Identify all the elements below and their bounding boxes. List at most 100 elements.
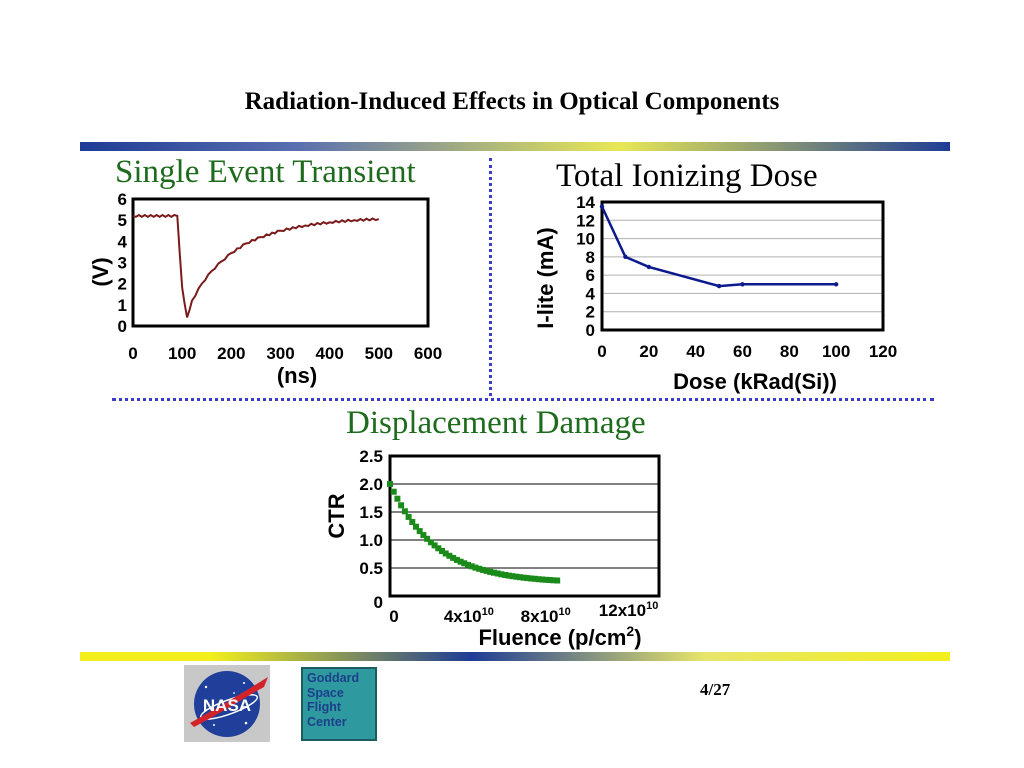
page-number: 4/27 <box>700 680 731 699</box>
dd-data-point <box>390 488 397 495</box>
dd-data-point <box>435 545 442 552</box>
dd-x-axis-label-tail: ) <box>634 625 641 650</box>
tid-data-point <box>716 283 722 289</box>
dd-plot-background <box>390 456 659 596</box>
dd-data-point <box>487 568 494 575</box>
dd-data-point <box>472 564 479 571</box>
set-y-tick-label: 1 <box>118 296 127 315</box>
tid-x-tick-label: 100 <box>822 342 850 361</box>
dd-data-point <box>498 571 505 578</box>
top-divider-bar <box>80 142 950 151</box>
dd-y-tick-label: 1.0 <box>359 531 383 550</box>
tid-x-tick-label: 60 <box>733 342 752 361</box>
dd-data-point <box>416 528 423 535</box>
dd-x-tick-base: 12x10 <box>599 601 646 620</box>
dd-data-point <box>483 567 490 574</box>
set-x-axis-label: (ns) <box>277 363 317 388</box>
dd-data-point <box>387 481 393 487</box>
dd-data-point <box>491 569 497 576</box>
dd-plot-frame <box>388 454 661 598</box>
set-y-tick-label: 4 <box>118 232 128 251</box>
dd-x-tick-label: 0 <box>389 607 398 626</box>
dd-data-point <box>531 575 538 582</box>
dd-x-tick-exponent: 10 <box>646 600 658 612</box>
set-y-tick-label: 5 <box>118 211 127 230</box>
dd-data-point <box>401 508 408 515</box>
dd-data-point <box>509 573 516 580</box>
dd-x-tick-label: 8x1010 <box>521 606 571 626</box>
nasa-logo: NASA <box>184 665 270 742</box>
tid-x-axis-label: Dose (kRad(Si)) <box>673 369 837 394</box>
dd-data-point <box>427 539 434 546</box>
tid-x-tick-label: 0 <box>597 342 606 361</box>
tid-data-point <box>646 264 652 270</box>
vertical-dotted-divider <box>489 158 492 396</box>
tid-data-point <box>740 282 745 287</box>
heading-displacement-damage: Displacement Damage <box>346 405 646 441</box>
dd-data-point <box>394 495 401 502</box>
tid-data-line <box>600 206 837 288</box>
set-transient-trace <box>132 213 380 318</box>
nasa-logo-text: NASA <box>203 696 251 715</box>
dd-data-point <box>413 523 419 530</box>
tid-data-point <box>833 282 839 287</box>
dd-data-point <box>398 502 405 509</box>
dd-y-tick-label: 2.0 <box>359 475 383 494</box>
dd-data-point <box>502 572 509 578</box>
gsfc-logo-text: Goddard Space Flight Center <box>307 671 360 729</box>
dd-data-point <box>420 532 427 539</box>
dd-data-point <box>539 576 546 583</box>
tid-x-tick-label: 80 <box>780 342 799 361</box>
dd-x-tick-base: 8x10 <box>521 607 559 626</box>
dd-x-axis-label-sup: 2 <box>626 623 634 639</box>
tid-x-tick-label: 120 <box>869 342 897 361</box>
dd-data-point <box>550 577 557 584</box>
bottom-divider-bar <box>80 652 950 661</box>
dd-data-point <box>465 561 471 568</box>
tid-y-tick-label: 12 <box>576 211 595 230</box>
dd-data-point <box>520 574 527 581</box>
heading-total-ionizing-dose: Total Ionizing Dose <box>556 158 818 194</box>
dd-y-tick-label: 0.5 <box>359 559 383 578</box>
tid-y-tick-label: 14 <box>576 193 595 212</box>
set-y-tick-label: 0 <box>118 317 127 336</box>
set-y-axis-label: (V) <box>88 257 113 286</box>
dd-data-point <box>535 576 542 583</box>
dd-x-tick-base: 0 <box>389 607 398 626</box>
dd-data-point <box>468 563 475 570</box>
dd-x-axis-label: Fluence (p/cm2) <box>478 623 641 650</box>
set-plot-frame <box>131 197 430 328</box>
set-x-tick-label: 200 <box>217 344 245 363</box>
dd-x-tick-label: 4x1010 <box>444 606 494 626</box>
gsfc-logo: Goddard Space Flight Center <box>301 667 377 741</box>
dd-data-point <box>528 575 535 582</box>
dd-x-tick-exponent: 10 <box>482 606 494 618</box>
dd-data-point <box>505 572 512 579</box>
dd-data-point <box>457 558 464 565</box>
dd-x-tick-exponent: 10 <box>559 606 571 618</box>
dd-data-point <box>424 535 431 542</box>
dd-data-point <box>442 550 449 557</box>
set-x-tick-label: 400 <box>315 344 343 363</box>
tid-y-tick-label: 10 <box>576 230 595 249</box>
horizontal-dotted-divider <box>112 398 934 401</box>
dd-data-point <box>450 554 457 561</box>
tid-y-tick-label: 6 <box>586 266 595 285</box>
set-y-tick-label: 3 <box>118 254 127 273</box>
dd-x-axis-label-main: Fluence (p/cm <box>478 625 626 650</box>
dd-data-point <box>543 576 549 583</box>
heading-single-event-transient: Single Event Transient <box>115 154 416 190</box>
slide-title: Radiation-Induced Effects in Optical Com… <box>244 88 780 115</box>
tid-y-tick-label: 2 <box>586 303 595 322</box>
set-y-tick-label: 2 <box>118 275 127 294</box>
tid-data-point <box>623 254 628 260</box>
dd-y-axis-label: CTR <box>324 493 349 538</box>
tid-plot-frame <box>600 200 885 332</box>
dd-y-tick-label: 0 <box>374 593 383 612</box>
dd-data-point <box>479 566 486 573</box>
dd-x-tick-base: 4x10 <box>444 607 482 626</box>
dd-data-point <box>554 577 561 584</box>
